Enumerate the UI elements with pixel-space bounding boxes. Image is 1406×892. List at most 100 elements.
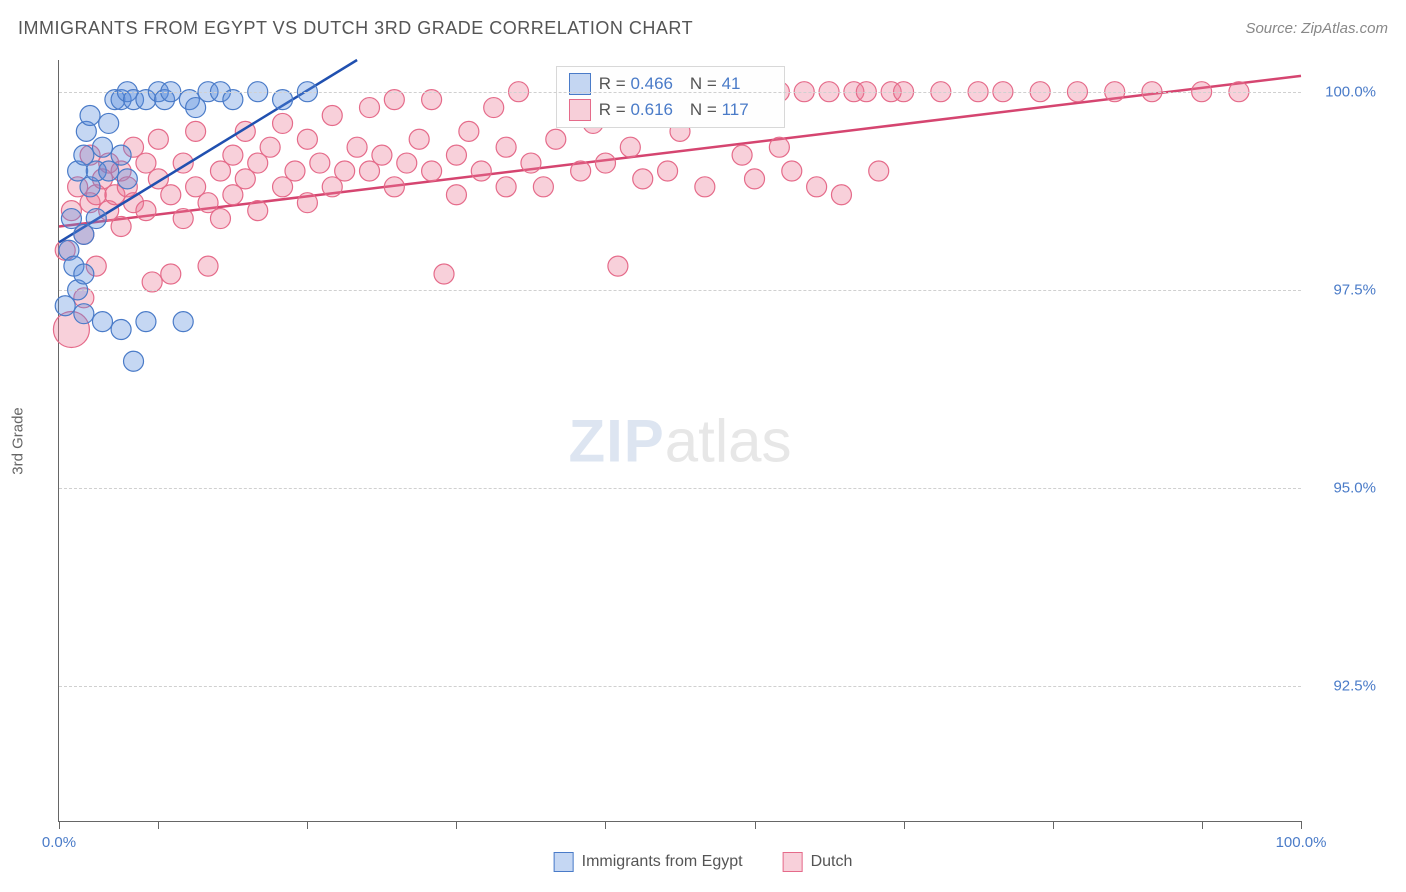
- data-point: [173, 209, 193, 229]
- stats-text: R = 0.616 N = 117: [599, 100, 772, 120]
- data-point: [92, 312, 112, 332]
- data-point: [124, 351, 144, 371]
- plot-svg: [59, 60, 1301, 821]
- legend-swatch: [783, 852, 803, 872]
- data-point: [807, 177, 827, 197]
- data-point: [620, 137, 640, 157]
- xtick: [1053, 821, 1054, 829]
- data-point: [608, 256, 628, 276]
- data-point: [273, 113, 293, 133]
- data-point: [285, 161, 305, 181]
- gridline: [59, 686, 1301, 687]
- xtick: [1301, 821, 1302, 829]
- xtick-label: 0.0%: [42, 834, 76, 851]
- stats-row: R = 0.616 N = 117: [569, 99, 772, 121]
- ytick-label: 92.5%: [1311, 678, 1376, 695]
- data-point: [695, 177, 715, 197]
- legend-item: Immigrants from Egypt: [554, 852, 743, 872]
- data-point: [384, 177, 404, 197]
- data-point: [111, 145, 131, 165]
- data-point: [595, 153, 615, 173]
- data-point: [372, 145, 392, 165]
- data-point: [434, 264, 454, 284]
- data-point: [111, 216, 131, 236]
- xtick: [1202, 821, 1203, 829]
- data-point: [173, 312, 193, 332]
- data-point: [446, 145, 466, 165]
- data-point: [347, 137, 367, 157]
- plot-area: ZIPatlas R = 0.466 N = 41R = 0.616 N = 1…: [58, 60, 1301, 822]
- data-point: [74, 304, 94, 324]
- data-point: [136, 201, 156, 221]
- data-point: [484, 98, 504, 118]
- data-point: [117, 169, 137, 189]
- data-point: [831, 185, 851, 205]
- data-point: [869, 161, 889, 181]
- data-point: [732, 145, 752, 165]
- data-point: [782, 161, 802, 181]
- legend-bottom: Immigrants from Egypt Dutch: [554, 852, 853, 872]
- data-point: [297, 193, 317, 213]
- xtick: [456, 821, 457, 829]
- data-point: [496, 177, 516, 197]
- chart-title: IMMIGRANTS FROM EGYPT VS DUTCH 3RD GRADE…: [18, 18, 693, 39]
- xtick: [158, 821, 159, 829]
- data-point: [111, 320, 131, 340]
- data-point: [521, 153, 541, 173]
- data-point: [533, 177, 553, 197]
- data-point: [446, 185, 466, 205]
- data-point: [459, 121, 479, 141]
- stats-legend-box: R = 0.466 N = 41R = 0.616 N = 117: [556, 66, 785, 128]
- data-point: [248, 201, 268, 221]
- data-point: [186, 121, 206, 141]
- stats-swatch: [569, 99, 591, 121]
- data-point: [496, 137, 516, 157]
- data-point: [136, 312, 156, 332]
- data-point: [310, 153, 330, 173]
- xtick: [307, 821, 308, 829]
- header: IMMIGRANTS FROM EGYPT VS DUTCH 3RD GRADE…: [18, 18, 1388, 39]
- gridline: [59, 92, 1301, 93]
- legend-item: Dutch: [783, 852, 853, 872]
- legend-label: Dutch: [811, 853, 853, 871]
- xtick: [59, 821, 60, 829]
- gridline: [59, 290, 1301, 291]
- data-point: [633, 169, 653, 189]
- source-attribution: Source: ZipAtlas.com: [1245, 20, 1388, 37]
- legend-swatch: [554, 852, 574, 872]
- data-point: [360, 98, 380, 118]
- ytick-label: 100.0%: [1311, 83, 1376, 100]
- ytick-label: 97.5%: [1311, 281, 1376, 298]
- data-point: [322, 105, 342, 125]
- data-point: [148, 129, 168, 149]
- chart-container: 3rd Grade ZIPatlas R = 0.466 N = 41R = 0…: [48, 60, 1381, 822]
- data-point: [745, 169, 765, 189]
- data-point: [335, 161, 355, 181]
- data-point: [92, 137, 112, 157]
- data-point: [571, 161, 591, 181]
- data-point: [397, 153, 417, 173]
- data-point: [223, 145, 243, 165]
- gridline: [59, 488, 1301, 489]
- xtick: [605, 821, 606, 829]
- data-point: [99, 113, 119, 133]
- data-point: [297, 129, 317, 149]
- ytick-label: 95.0%: [1311, 480, 1376, 497]
- data-point: [409, 129, 429, 149]
- legend-label: Immigrants from Egypt: [582, 853, 743, 871]
- xtick-label: 100.0%: [1276, 834, 1327, 851]
- data-point: [74, 264, 94, 284]
- xtick: [904, 821, 905, 829]
- data-point: [210, 209, 230, 229]
- y-axis-label: 3rd Grade: [10, 407, 27, 475]
- data-point: [769, 137, 789, 157]
- data-point: [161, 185, 181, 205]
- data-point: [161, 264, 181, 284]
- data-point: [546, 129, 566, 149]
- data-point: [80, 105, 100, 125]
- data-point: [198, 256, 218, 276]
- data-point: [471, 161, 491, 181]
- data-point: [422, 161, 442, 181]
- data-point: [260, 137, 280, 157]
- data-point: [86, 209, 106, 229]
